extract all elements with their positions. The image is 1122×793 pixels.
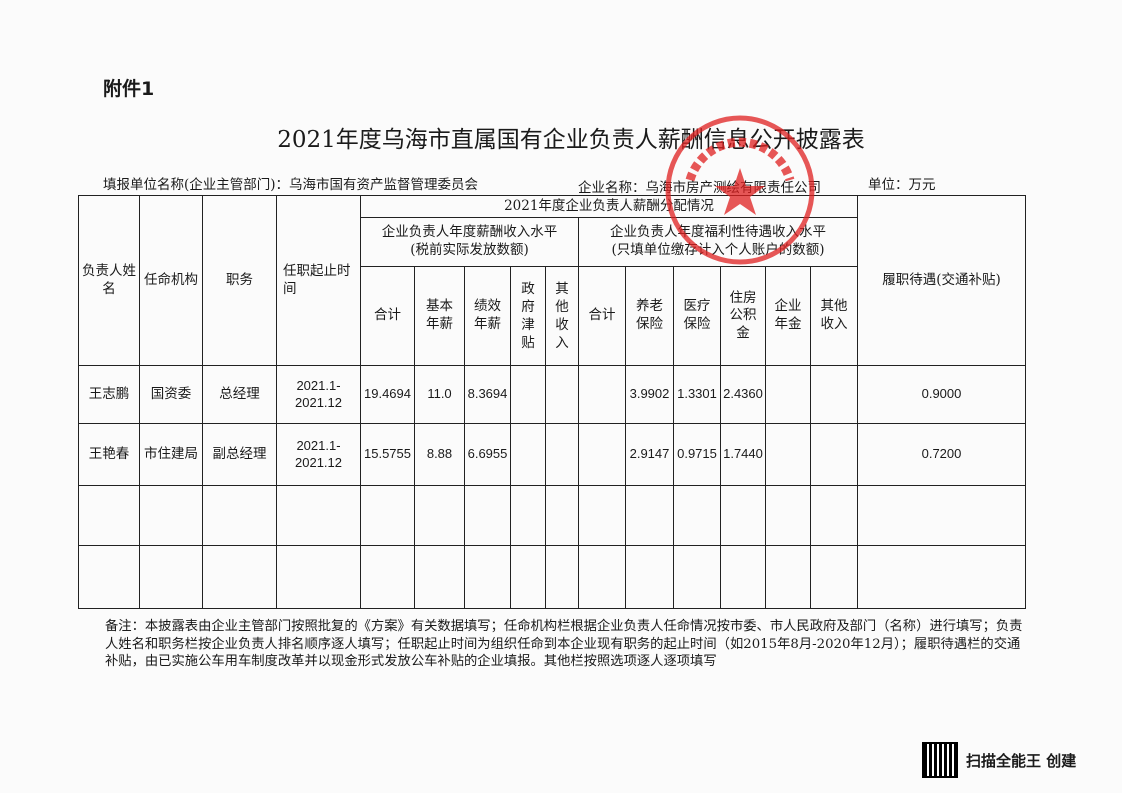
cell-gov-allowance	[510, 365, 546, 424]
header-salary-group: 企业负责人年度薪酬收入水平 (税前实际发放数额)	[360, 217, 579, 267]
cell-name: 王志鹏	[78, 365, 140, 424]
scanner-watermark: 扫描全能王 创建	[922, 742, 1076, 778]
qr-code-icon	[922, 742, 958, 778]
unit-label: 单位：万元	[868, 177, 936, 193]
cell-welfare-other	[810, 423, 858, 486]
notes: 备注：本披露表由企业主管部门按照批复的《方案》有关数据填写；任命机构栏根据企业负…	[105, 619, 1023, 669]
cell-allowance: 0.7200	[857, 423, 1026, 486]
cell-pension: 2.9147	[625, 423, 674, 486]
cell-allowance: 0.9000	[857, 365, 1026, 424]
welfare-group-label: 企业负责人年度福利性待遇收入水平	[610, 224, 826, 241]
table-row: 王志鹏 国资委 总经理 2021.1-2021.12 19.4694 11.0 …	[78, 365, 1026, 424]
company-name: 企业名称：乌海市房产测绘有限责任公司	[578, 180, 821, 196]
cell-housing-fund: 2.4360	[720, 365, 766, 424]
cell-gov-allowance	[510, 423, 546, 486]
cell-medical: 0.9715	[673, 423, 721, 486]
cell-performance-salary: 6.6955	[464, 423, 511, 486]
cell-welfare-total	[578, 365, 626, 424]
cell-welfare-other	[810, 365, 858, 424]
reporting-unit: 填报单位名称(企业主管部门)：乌海市国有资产监督管理委员会	[103, 177, 479, 193]
header-gov-allowance: 政府津贴	[510, 266, 546, 366]
salary-group-note: (税前实际发放数额)	[410, 242, 529, 258]
cell-annuity	[765, 423, 811, 486]
cell-name: 王艳春	[78, 423, 140, 486]
cell-performance-salary: 8.3694	[464, 365, 511, 424]
table-row: 王艳春 市住建局 副总经理 2021.1-2021.12 15.5755 8.8…	[78, 423, 1026, 486]
cell-medical: 1.3301	[673, 365, 721, 424]
cell-body: 国资委	[139, 365, 203, 424]
header-salary-total: 合计	[360, 266, 415, 366]
header-annuity: 企业年金	[765, 266, 811, 366]
cell-annuity	[765, 365, 811, 424]
empty-row	[78, 485, 1026, 546]
cell-pension: 3.9902	[625, 365, 674, 424]
cell-term: 2021.1-2021.12	[276, 423, 361, 486]
cell-body: 市住建局	[139, 423, 203, 486]
attachment-label: 附件1	[103, 78, 155, 100]
cell-position: 副总经理	[202, 423, 277, 486]
header-medical: 医疗保险	[673, 266, 721, 366]
cell-salary-other	[545, 423, 579, 486]
cell-welfare-total	[578, 423, 626, 486]
salary-group-label: 企业负责人年度薪酬收入水平	[381, 224, 558, 241]
cell-basic-salary: 11.0	[414, 365, 465, 424]
cell-salary-other	[545, 365, 579, 424]
header-welfare-other: 其他收入	[810, 266, 858, 366]
scanner-label: 扫描全能王 创建	[966, 751, 1077, 770]
header-performance-salary: 绩效年薪	[464, 266, 511, 366]
header-position: 职务	[202, 195, 277, 366]
header-housing-fund: 住房公积金	[720, 266, 766, 366]
disclosure-table: 负责人姓名 任命机构 职务 任职起止时间 2021年度企业负责人薪酬分配情况 履…	[78, 195, 1026, 609]
cell-housing-fund: 1.7440	[720, 423, 766, 486]
header-term: 任职起止时间	[276, 195, 361, 366]
header-pension: 养老保险	[625, 266, 674, 366]
cell-basic-salary: 8.88	[414, 423, 465, 486]
cell-term: 2021.1-2021.12	[276, 365, 361, 424]
header-basic-salary: 基本年薪	[414, 266, 465, 366]
header-allowance: 履职待遇(交通补贴)	[857, 195, 1026, 366]
official-seal-icon	[665, 115, 815, 265]
header-appointing-body: 任命机构	[139, 195, 203, 366]
header-welfare-total: 合计	[578, 266, 626, 366]
cell-salary-total: 15.5755	[360, 423, 415, 486]
cell-salary-total: 19.4694	[360, 365, 415, 424]
header-salary-other: 其他收入	[545, 266, 579, 366]
empty-row	[78, 545, 1026, 609]
header-name: 负责人姓名	[78, 195, 140, 366]
page-title: 2021年度乌海市直属国有企业负责人薪酬信息公开披露表	[277, 127, 865, 153]
cell-position: 总经理	[202, 365, 277, 424]
